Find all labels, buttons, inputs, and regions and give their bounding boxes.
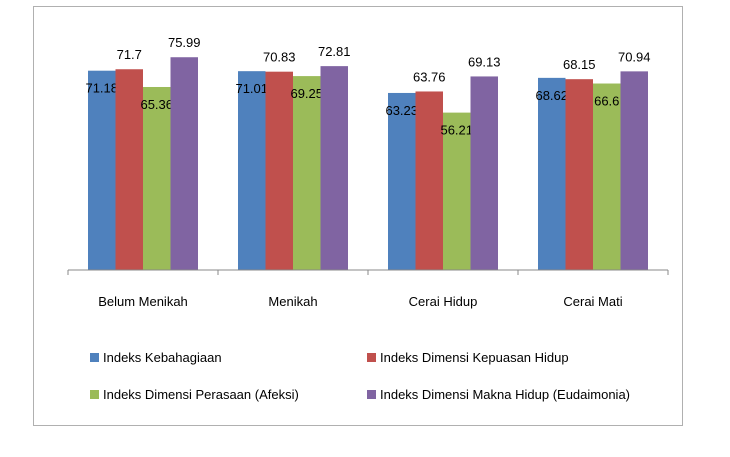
bar-2-2 <box>443 112 471 270</box>
data-label-3-0: 68.62 <box>535 88 568 103</box>
data-label-2-0: 63.23 <box>385 103 418 118</box>
bar-0-3 <box>170 57 198 271</box>
data-label-0-0: 71.18 <box>85 81 118 96</box>
bar-1-2 <box>293 76 321 270</box>
bar-1-0 <box>238 71 266 270</box>
data-label-1-2: 69.25 <box>290 86 323 101</box>
bar-3-2 <box>593 83 621 271</box>
bar-0-2 <box>143 86 171 270</box>
data-label-2-2: 56.21 <box>440 123 473 138</box>
category-label-1: Menikah <box>268 294 317 309</box>
data-label-1-3: 72.81 <box>318 44 351 59</box>
bar-3-1 <box>565 79 593 271</box>
legend-label-2: Indeks Dimensi Perasaan (Afeksi) <box>103 387 299 402</box>
legend-item-0: Indeks Kebahagiaan <box>90 350 222 365</box>
bar-0-1 <box>115 69 143 271</box>
legend-item-2: Indeks Dimensi Perasaan (Afeksi) <box>90 387 299 402</box>
data-label-2-1: 63.76 <box>413 69 446 84</box>
data-label-0-2: 65.36 <box>140 97 173 112</box>
data-label-0-1: 71.7 <box>117 47 142 62</box>
bar-2-1 <box>415 91 443 270</box>
legend-item-1: Indeks Dimensi Kepuasan Hidup <box>367 350 569 365</box>
bar-0-0 <box>88 70 116 270</box>
bar-3-0 <box>538 77 566 270</box>
data-label-3-2: 66.6 <box>594 94 619 109</box>
bar-1-3 <box>320 66 348 270</box>
data-label-1-1: 70.83 <box>263 50 296 65</box>
data-label-2-3: 69.13 <box>468 54 501 69</box>
bar-2-3 <box>470 76 498 270</box>
legend-swatch-1 <box>367 353 376 362</box>
legend-label-0: Indeks Kebahagiaan <box>103 350 222 365</box>
data-label-1-0: 71.01 <box>235 81 268 96</box>
legend-swatch-2 <box>90 390 99 399</box>
legend-item-3: Indeks Dimensi Makna Hidup (Eudaimonia) <box>367 387 630 402</box>
category-label-2: Cerai Hidup <box>409 294 478 309</box>
bar-2-0 <box>388 92 416 271</box>
category-label-0: Belum Menikah <box>98 294 188 309</box>
data-label-0-3: 75.99 <box>168 35 201 50</box>
data-label-3-3: 70.94 <box>618 49 651 64</box>
legend-swatch-3 <box>367 390 376 399</box>
legend-label-1: Indeks Dimensi Kepuasan Hidup <box>380 350 569 365</box>
category-label-3: Cerai Mati <box>563 294 622 309</box>
legend-swatch-0 <box>90 353 99 362</box>
bar-3-3 <box>620 71 648 270</box>
bar-1-1 <box>265 71 293 271</box>
legend-label-3: Indeks Dimensi Makna Hidup (Eudaimonia) <box>380 387 631 402</box>
data-label-3-1: 68.15 <box>563 57 596 72</box>
